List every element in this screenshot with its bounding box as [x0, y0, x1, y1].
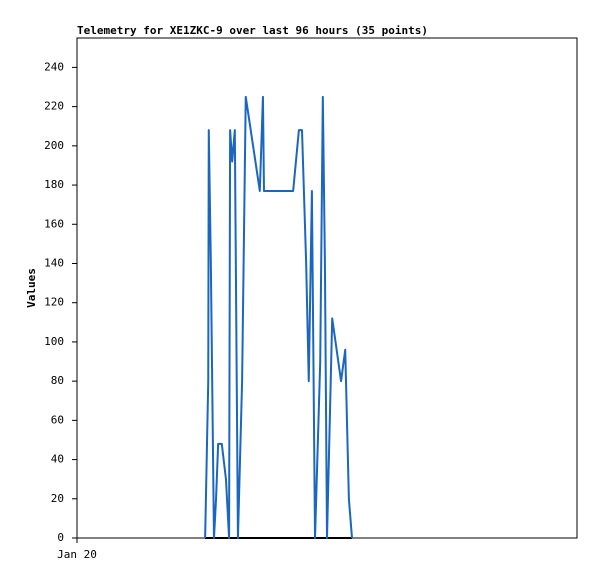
- chart-title: Telemetry for XE1ZKC-9 over last 96 hour…: [77, 24, 428, 37]
- y-tick-label: 80: [51, 374, 64, 387]
- y-axis-label: Values: [25, 268, 38, 308]
- y-tick-label: 140: [44, 256, 64, 269]
- y-tick-label: 160: [44, 217, 64, 230]
- y-tick-label: 40: [51, 453, 64, 466]
- y-tick-label: 20: [51, 492, 64, 505]
- data-line: [204, 95, 353, 539]
- y-tick-label: 180: [44, 178, 64, 191]
- y-tick-label: 120: [44, 296, 64, 309]
- y-tick-label: 0: [57, 531, 64, 544]
- y-tick-label: 200: [44, 139, 64, 152]
- x-tick-label: Jan 20: [57, 548, 97, 561]
- y-tick-label: 100: [44, 335, 64, 348]
- y-tick-label: 220: [44, 100, 64, 113]
- y-tick-label: 240: [44, 60, 64, 73]
- y-tick-label: 60: [51, 413, 64, 426]
